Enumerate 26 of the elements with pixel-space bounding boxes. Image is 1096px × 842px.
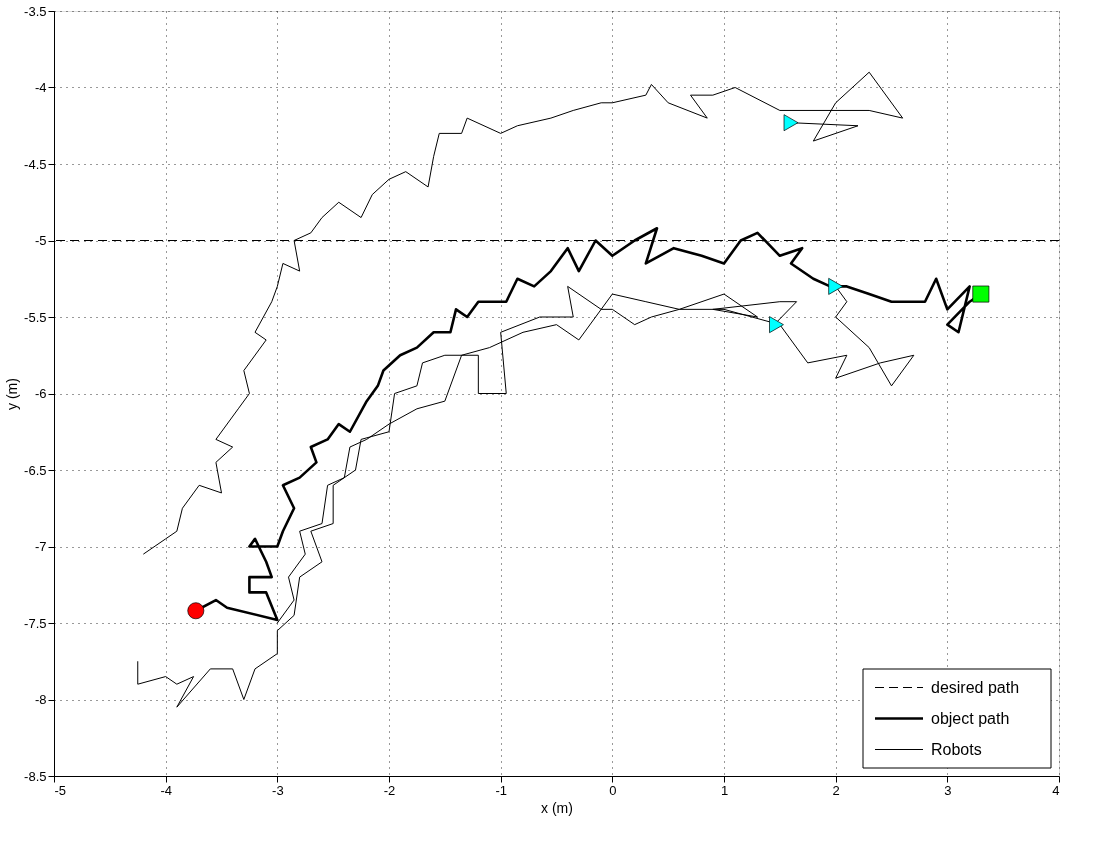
y-tick-label: -8 bbox=[34, 692, 47, 707]
y-tick-label: -7.5 bbox=[24, 615, 47, 631]
y-tick-label: -5 bbox=[34, 233, 47, 248]
x-tick-label: -4 bbox=[160, 782, 172, 798]
legend-label: Robots bbox=[931, 740, 982, 758]
legend-label: object path bbox=[931, 709, 1010, 727]
x-tick-label: -1 bbox=[495, 782, 507, 798]
y-tick-label: -4.5 bbox=[24, 156, 47, 172]
x-tick-label: 4 bbox=[1052, 782, 1060, 798]
x-tick-label: 3 bbox=[944, 782, 952, 798]
y-tick-label: -5.5 bbox=[24, 309, 47, 325]
x-tick-label: 2 bbox=[832, 782, 840, 798]
x-tick-label: -3 bbox=[272, 782, 284, 798]
y-tick-label: -3.5 bbox=[24, 3, 47, 19]
y-tick-label: -4 bbox=[34, 80, 47, 95]
y-tick-label: -6.5 bbox=[24, 462, 47, 478]
y-tick-label: -6 bbox=[34, 386, 47, 401]
x-tick-label: -5 bbox=[54, 782, 67, 798]
x-tick-label: 0 bbox=[609, 782, 617, 798]
y-tick-label: -8.5 bbox=[24, 768, 47, 784]
y-axis-title: y (m) bbox=[4, 378, 21, 410]
x-tick-label: -2 bbox=[383, 782, 396, 798]
legend-label: desired path bbox=[931, 678, 1020, 696]
x-tick-label: 1 bbox=[720, 782, 729, 798]
y-tick-label: -7 bbox=[34, 539, 47, 554]
x-axis-title: x (m) bbox=[541, 799, 573, 816]
